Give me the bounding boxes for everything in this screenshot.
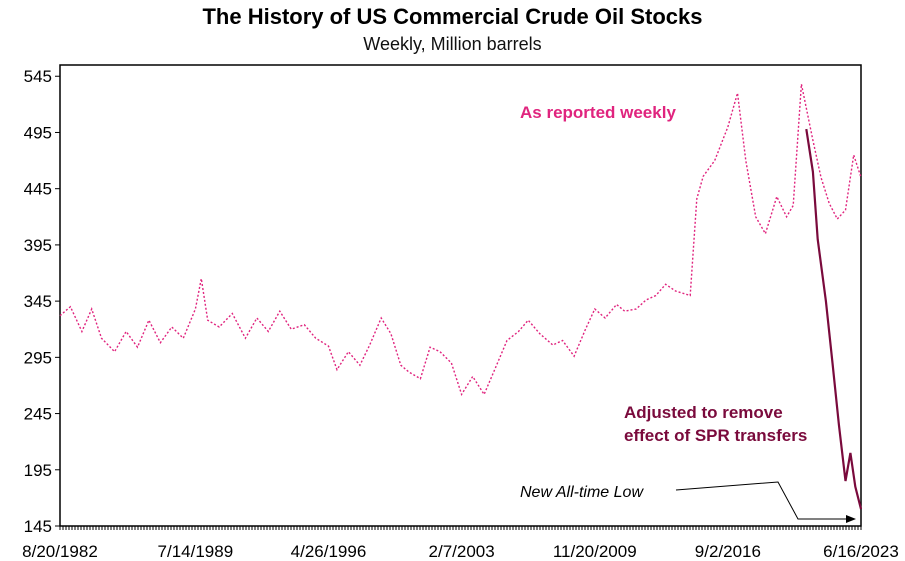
chart-subtitle: Weekly, Million barrels xyxy=(363,34,542,54)
x-tick-label: 7/14/1989 xyxy=(158,542,234,561)
y-tick-label: 545 xyxy=(24,67,52,86)
y-tick-label: 395 xyxy=(24,236,52,255)
y-tick-label: 345 xyxy=(24,292,52,311)
series-adjusted-spr-line xyxy=(805,128,863,510)
y-tick-label: 145 xyxy=(24,517,52,536)
all-time-low-callout-arrowhead xyxy=(846,515,856,523)
y-tick-label: 495 xyxy=(24,123,52,142)
y-tick-label: 245 xyxy=(24,405,52,424)
x-tick-label: 2/7/2003 xyxy=(429,542,495,561)
y-tick-label: 445 xyxy=(24,180,52,199)
y-tick-label: 195 xyxy=(24,461,52,480)
chart-title: The History of US Commercial Crude Oil S… xyxy=(202,4,703,29)
y-tick-label: 295 xyxy=(24,348,52,367)
plot-area-frame xyxy=(59,64,862,527)
x-tick-label: 4/26/1996 xyxy=(291,542,367,561)
all-time-low-callout-line xyxy=(675,481,848,520)
series-adjusted-label-line1: Adjusted to remove xyxy=(624,403,783,422)
x-tick-label: 9/2/2016 xyxy=(695,542,761,561)
x-axis: 8/20/1982 7/14/1989 4/26/1996 2/7/2003 11/20… xyxy=(22,526,899,561)
series-as-reported-weekly-line xyxy=(59,83,862,397)
series-as-reported-label: As reported weekly xyxy=(520,103,676,122)
x-tick-label: 11/20/2009 xyxy=(553,542,637,561)
series-adjusted-label-line2: effect of SPR transfers xyxy=(624,426,807,445)
x-tick-label: 6/16/2023 xyxy=(823,542,899,561)
x-tick-label: 8/20/1982 xyxy=(22,542,98,561)
y-axis: 145 195 245 295 345 395 445 495 545 xyxy=(24,67,60,536)
all-time-low-callout: New All-time Low xyxy=(520,484,644,501)
